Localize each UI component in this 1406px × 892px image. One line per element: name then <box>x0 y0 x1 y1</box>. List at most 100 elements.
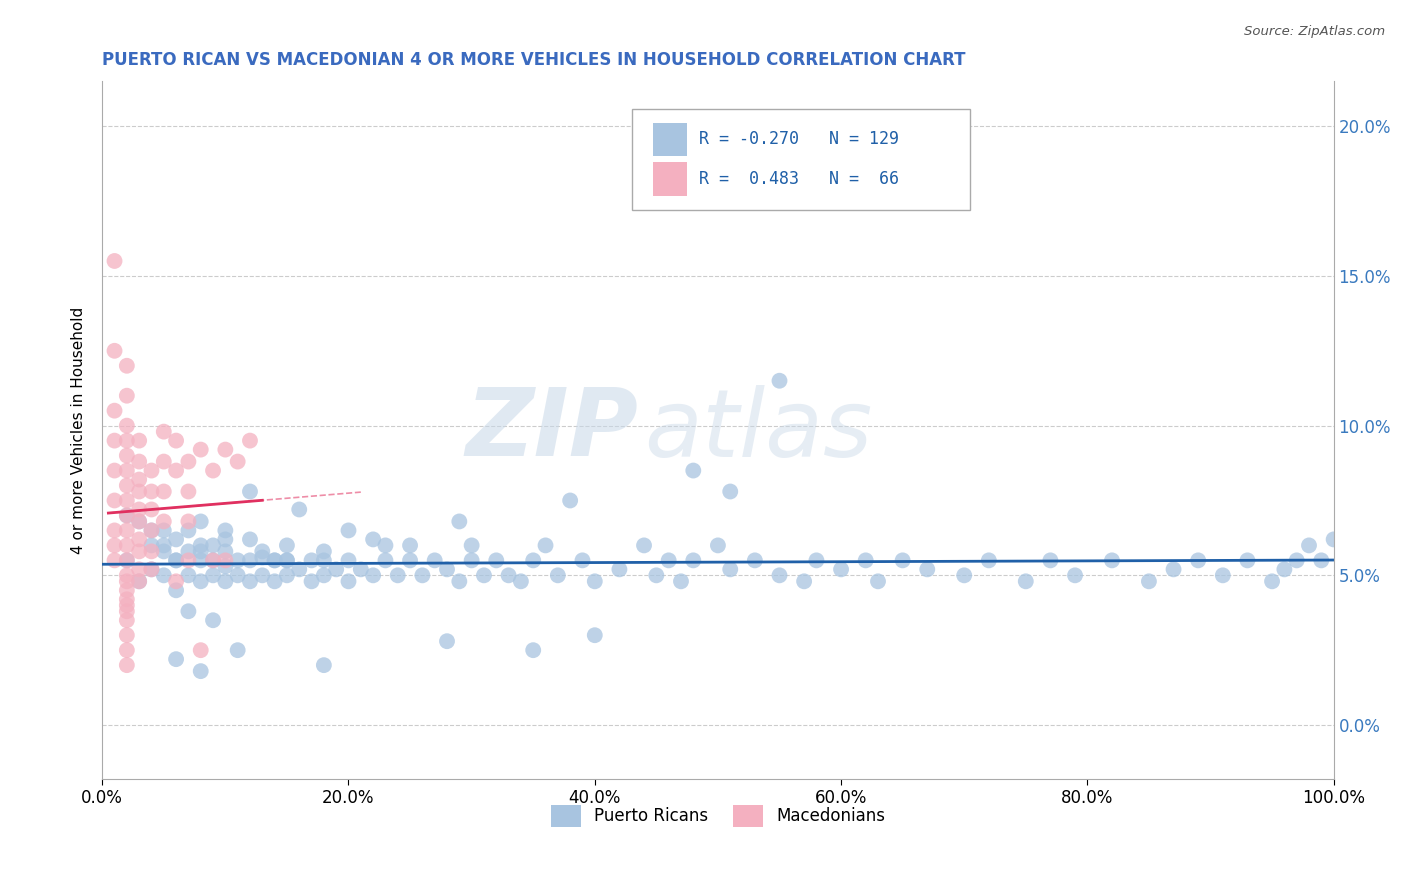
Point <box>560 493 582 508</box>
Point <box>977 553 1000 567</box>
Point <box>806 553 828 567</box>
Point <box>202 553 225 567</box>
Point <box>1298 538 1320 552</box>
Point <box>449 515 471 529</box>
Point <box>177 553 200 567</box>
Point <box>609 562 631 576</box>
Point <box>1274 562 1296 576</box>
Point <box>1323 533 1346 547</box>
Text: PUERTO RICAN VS MACEDONIAN 4 OR MORE VEHICLES IN HOUSEHOLD CORRELATION CHART: PUERTO RICAN VS MACEDONIAN 4 OR MORE VEH… <box>103 51 966 69</box>
Point <box>534 538 557 552</box>
Point <box>707 538 730 552</box>
Point <box>239 484 262 499</box>
Point <box>165 574 187 589</box>
Point <box>165 652 187 666</box>
Point <box>1212 568 1234 582</box>
Point <box>141 524 163 538</box>
Point <box>252 544 274 558</box>
Point <box>1064 568 1087 582</box>
Point <box>177 454 200 468</box>
Point <box>276 568 298 582</box>
Point <box>312 568 335 582</box>
Point <box>128 544 150 558</box>
Point <box>571 553 593 567</box>
Point <box>115 628 138 642</box>
Point <box>128 515 150 529</box>
Point <box>645 568 668 582</box>
FancyBboxPatch shape <box>631 109 970 211</box>
Point <box>226 553 249 567</box>
Point <box>115 524 138 538</box>
Point <box>239 553 262 567</box>
Point <box>128 562 150 576</box>
Point <box>768 568 790 582</box>
Point <box>239 434 262 448</box>
Point <box>177 568 200 582</box>
Point <box>115 508 138 523</box>
Point <box>1187 553 1209 567</box>
Point <box>312 553 335 567</box>
Point <box>115 389 138 403</box>
Point <box>141 464 163 478</box>
Point <box>128 434 150 448</box>
Point <box>141 562 163 576</box>
Y-axis label: 4 or more Vehicles in Household: 4 or more Vehicles in Household <box>72 307 86 554</box>
Point <box>411 568 433 582</box>
Point <box>301 574 323 589</box>
Point <box>202 464 225 478</box>
Point <box>226 568 249 582</box>
Point <box>152 515 174 529</box>
Point <box>202 568 225 582</box>
Point <box>128 473 150 487</box>
Point <box>449 574 471 589</box>
Point <box>1163 562 1185 576</box>
Point <box>337 553 360 567</box>
Point <box>399 553 422 567</box>
Point <box>669 574 692 589</box>
Point <box>1261 574 1284 589</box>
Point <box>830 562 852 576</box>
Point <box>115 583 138 598</box>
Point <box>312 658 335 673</box>
Bar <box>652 122 688 156</box>
Point <box>485 553 508 567</box>
Point <box>128 533 150 547</box>
Point <box>165 434 187 448</box>
Point <box>436 634 458 648</box>
Text: Source: ZipAtlas.com: Source: ZipAtlas.com <box>1244 25 1385 38</box>
Point <box>633 538 655 552</box>
Point <box>522 553 544 567</box>
Point <box>276 553 298 567</box>
Point <box>226 643 249 657</box>
Point <box>103 493 125 508</box>
Point <box>1015 574 1038 589</box>
Point <box>276 538 298 552</box>
Point <box>361 568 384 582</box>
Point <box>165 553 187 567</box>
Point <box>128 484 150 499</box>
Point <box>214 524 236 538</box>
Point <box>301 553 323 567</box>
Point <box>103 538 125 552</box>
Point <box>190 544 212 558</box>
Point <box>202 538 225 552</box>
Point <box>337 524 360 538</box>
Point <box>1310 553 1333 567</box>
Point <box>141 484 163 499</box>
Point <box>202 553 225 567</box>
Point <box>718 484 741 499</box>
Point <box>423 553 446 567</box>
Point <box>1285 553 1308 567</box>
Point <box>165 464 187 478</box>
Point <box>190 664 212 678</box>
Point <box>374 553 396 567</box>
Point <box>866 574 889 589</box>
Point <box>152 544 174 558</box>
Point <box>718 562 741 576</box>
Point <box>152 454 174 468</box>
Legend: Puerto Ricans, Macedonians: Puerto Ricans, Macedonians <box>544 798 891 833</box>
Point <box>682 553 704 567</box>
Point <box>190 553 212 567</box>
Point <box>103 403 125 417</box>
Point <box>115 658 138 673</box>
